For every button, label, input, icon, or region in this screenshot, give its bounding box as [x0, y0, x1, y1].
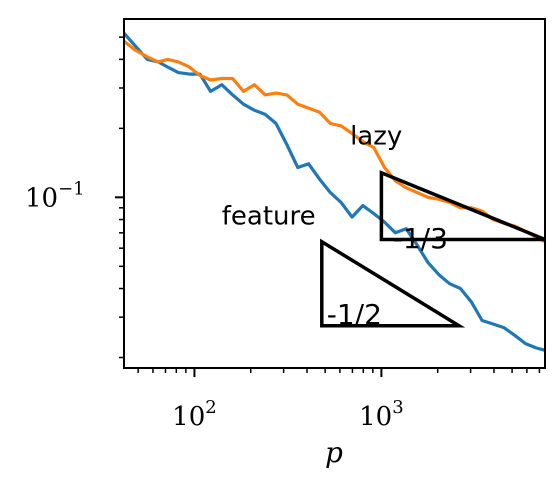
- slope-triangle-1: [379, 170, 545, 242]
- series-line-1: [124, 32, 545, 352]
- annotation-layer: -1/3 -1/2 lazy feature: [222, 122, 448, 332]
- series-layer: [124, 32, 545, 352]
- x-tick-layer: 102 103: [137, 368, 541, 432]
- slope-label-1: -1/3: [393, 222, 448, 255]
- annotation-feature: feature: [222, 202, 316, 232]
- x-axis-label: p: [325, 436, 343, 469]
- annotation-lazy: lazy: [350, 122, 402, 152]
- slope-triangle-layer: [320, 170, 545, 328]
- y-tick-layer: 10−1: [25, 36, 124, 359]
- plot-frame: [123, 18, 546, 369]
- y-tick-label: 10−1: [25, 178, 85, 213]
- slope-label-2: -1/2: [327, 298, 382, 331]
- slope-triangle-2: [320, 238, 466, 328]
- series-line-2: [124, 39, 545, 244]
- x-tick-label: 103: [359, 397, 404, 432]
- x-tick-label: 102: [172, 397, 217, 432]
